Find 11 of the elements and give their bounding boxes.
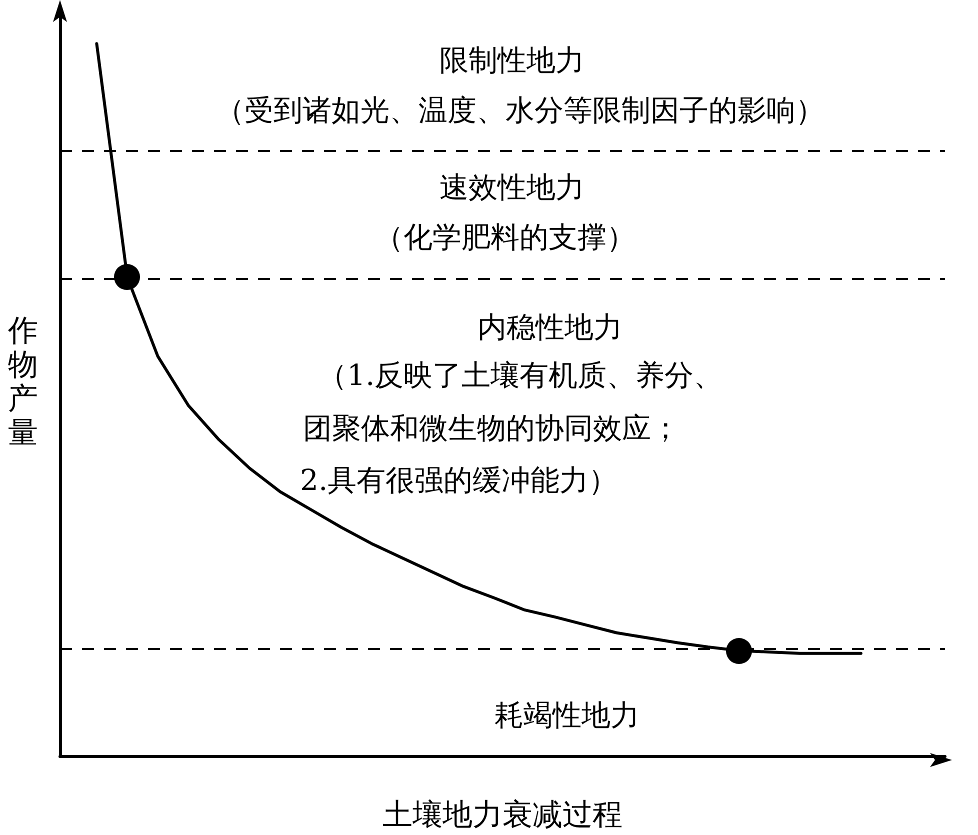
x-axis-title: 土壤地力衰减过程	[382, 798, 622, 832]
annotation: 耗竭性地力	[494, 698, 640, 732]
annotation: 速效性地力	[440, 170, 584, 204]
y-axis-title: 作物产量	[7, 314, 38, 450]
annotation: （化学肥料的支撑）	[374, 220, 636, 254]
annotation: 限制性地力	[440, 43, 584, 77]
annotation: 团聚体和微生物的协同效应；	[303, 411, 680, 445]
annotation: （受到诸如光、温度、水分等限制因子的影响）	[216, 93, 824, 127]
annotation: 内稳性地力	[478, 310, 622, 344]
annotation: （1.反映了土壤有机质、养分、	[318, 358, 723, 392]
annotation: 2.具有很强的缓冲能力）	[300, 463, 618, 497]
